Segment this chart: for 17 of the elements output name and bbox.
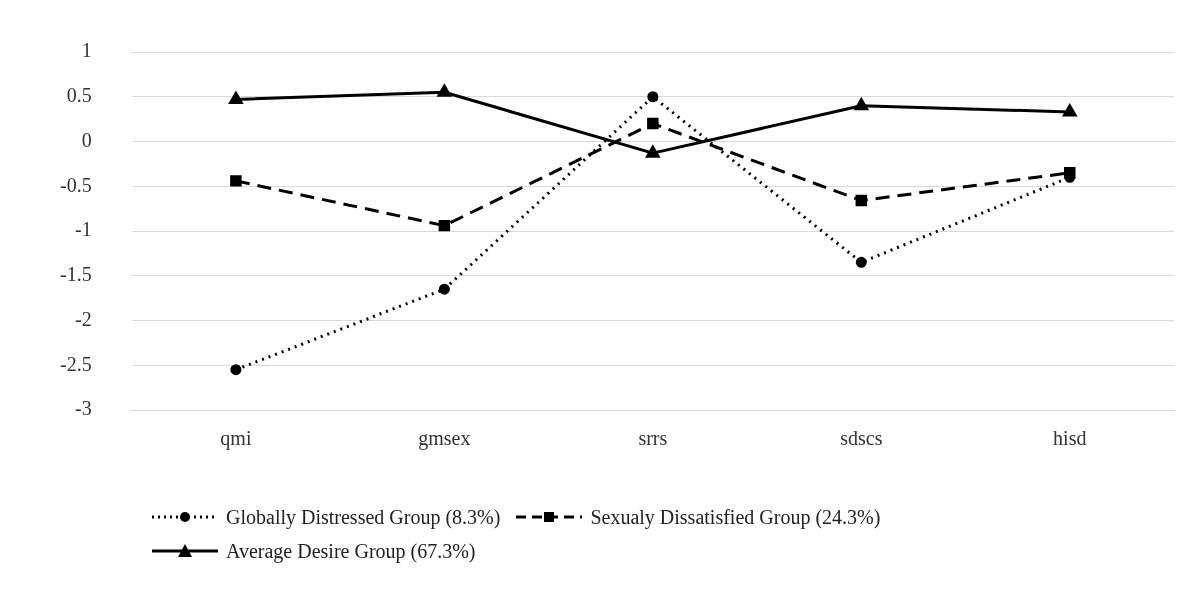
y-tick-label: 1: [81, 39, 92, 62]
x-tick-label: hisd: [1053, 427, 1087, 450]
y-tick-label: -0.5: [59, 173, 92, 196]
y-tick-label: 0.5: [66, 84, 92, 106]
y-tick-label: -2: [74, 307, 92, 330]
y-tick-label: -1.5: [59, 263, 92, 285]
y-tick-label: -2.5: [59, 352, 92, 375]
x-tick-label: sdscs: [840, 427, 883, 450]
y-tick-label: 0: [81, 128, 92, 151]
y-tick-label: -3: [74, 397, 92, 420]
legend-label: Globally Distressed Group (8.3%): [226, 505, 501, 529]
x-tick-label: gmsex: [418, 427, 471, 451]
x-tick-label: qmi: [220, 427, 252, 451]
legend-label: Average Desire Group (67.3%): [226, 539, 476, 563]
y-tick-label: -1: [74, 218, 92, 241]
x-tick-label: srrs: [638, 427, 668, 450]
legend-label: Sexualy Dissatisfied Group (24.3%): [590, 505, 881, 529]
